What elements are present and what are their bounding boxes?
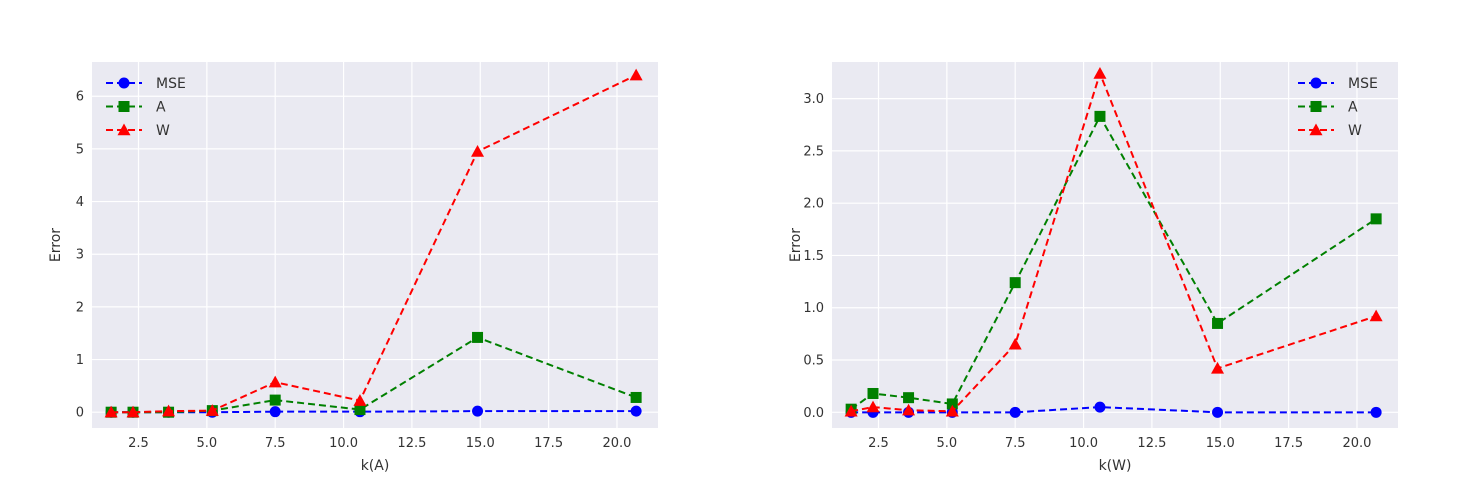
data-point-mse: [269, 406, 281, 418]
x-tick-label: 5.0: [196, 436, 217, 451]
x-tick-label: 7.5: [1005, 436, 1026, 451]
y-tick-label: 2.0: [803, 197, 824, 212]
data-point-a: [269, 394, 281, 406]
data-point-w: [205, 404, 219, 416]
data-point-w: [353, 394, 367, 406]
y-tick-label: 5: [76, 142, 84, 157]
legend-marker: [1309, 123, 1323, 136]
y-tick-label: 3.0: [803, 92, 824, 107]
series-line-mse: [851, 406, 1377, 414]
legend-marker: [118, 101, 130, 112]
y-tick-label: 4: [76, 195, 84, 210]
legend-entry-w: W: [156, 123, 170, 139]
data-point-w: [1211, 361, 1225, 374]
data-point-a: [903, 392, 915, 404]
y-tick-label: 3: [76, 248, 84, 263]
x-tick-label: 12.5: [1137, 436, 1166, 451]
y-tick-label: 0.5: [803, 354, 824, 369]
legend-marker: [1310, 77, 1322, 89]
series-line-a: [850, 114, 1377, 410]
data-point-a: [1370, 213, 1382, 225]
data-point-a: [1094, 110, 1106, 122]
legend: MSE AW: [1298, 76, 1378, 139]
y-tick-label: 1.5: [803, 249, 824, 264]
data-point-mse: [1094, 401, 1106, 413]
data-point-w: [126, 405, 140, 418]
x-tick-label: 17.5: [1274, 436, 1303, 451]
data-point-w: [866, 400, 880, 413]
x-axis-label: k(W): [1099, 458, 1132, 474]
y-tick-label: 1: [76, 353, 84, 368]
legend-entry-w: W: [1348, 123, 1362, 139]
legend-entry-mse: MSE: [1348, 76, 1378, 92]
x-tick-label: 12.5: [397, 436, 426, 451]
series-line-w: [111, 74, 637, 414]
data-point-w: [629, 68, 643, 81]
data-point-w: [1369, 309, 1383, 322]
x-tick-label: 10.0: [329, 436, 358, 451]
data-point-w: [945, 404, 959, 417]
data-point-a: [1009, 277, 1021, 289]
data-point-mse: [1009, 406, 1021, 418]
data-point-a: [354, 404, 366, 416]
data-point-w: [104, 405, 118, 418]
x-tick-label: 15.0: [1206, 436, 1235, 451]
y-tick-label: 0.0: [803, 406, 824, 421]
chart-left: 2.5 5.0 7.5 10.0 12.5 15.0 17.5 20.0 0 1 2 3 4 5 6 k(A)…: [48, 62, 658, 474]
data-point-mse: [630, 405, 642, 417]
data-point-w: [162, 404, 176, 417]
data-point-w: [844, 404, 858, 417]
x-tick-label: 2.5: [128, 436, 149, 451]
x-tick-label: 7.5: [265, 436, 286, 451]
legend: MSE AW: [106, 76, 186, 139]
y-tick-label: 6: [76, 90, 84, 105]
x-axis-label: k(A): [361, 458, 390, 474]
y-tick-label: 0: [76, 406, 84, 421]
data-point-w: [1093, 67, 1107, 79]
x-tick-label: 20.0: [1343, 436, 1372, 451]
legend-marker: [118, 77, 130, 89]
y-axis-label: Error: [788, 228, 804, 262]
data-point-w: [471, 145, 485, 157]
y-tick-label: 2.5: [803, 144, 824, 159]
y-axis-label: Error: [48, 228, 64, 262]
series-line-w: [850, 70, 1377, 413]
x-tick-label: 20.0: [603, 436, 632, 451]
data-point-a: [946, 398, 958, 410]
plot-area: [832, 62, 1398, 428]
data-point-mse: [472, 405, 484, 417]
legend-entry-a: A: [156, 100, 166, 116]
x-tick-label: 15.0: [466, 436, 495, 451]
data-point-w: [1008, 337, 1022, 350]
data-point-mse: [1212, 406, 1224, 418]
x-tick-label: 2.5: [868, 436, 889, 451]
x-tick-label: 10.0: [1069, 436, 1098, 451]
data-point-a: [867, 387, 879, 399]
plot-area: [92, 62, 658, 428]
chart-right: 2.5 5.0 7.5 10.0 12.5 15.0 17.5 20.0 0.0 0.5 1.0 1.…: [788, 62, 1398, 474]
x-tick-label: 17.5: [534, 436, 563, 451]
data-point-a: [472, 331, 484, 343]
x-tick-label: 5.0: [936, 436, 957, 451]
legend-marker: [117, 123, 131, 136]
data-point-w: [902, 403, 916, 416]
legend-entry-a: A: [1348, 100, 1358, 116]
legend-marker: [1310, 101, 1322, 112]
data-point-w: [268, 375, 282, 388]
data-point-a: [630, 391, 642, 403]
legend-entry-mse: MSE: [156, 76, 186, 92]
data-point-mse: [1370, 406, 1382, 418]
y-tick-label: 2: [76, 300, 84, 315]
data-point-a: [1212, 317, 1224, 329]
y-tick-label: 1.0: [803, 301, 824, 316]
